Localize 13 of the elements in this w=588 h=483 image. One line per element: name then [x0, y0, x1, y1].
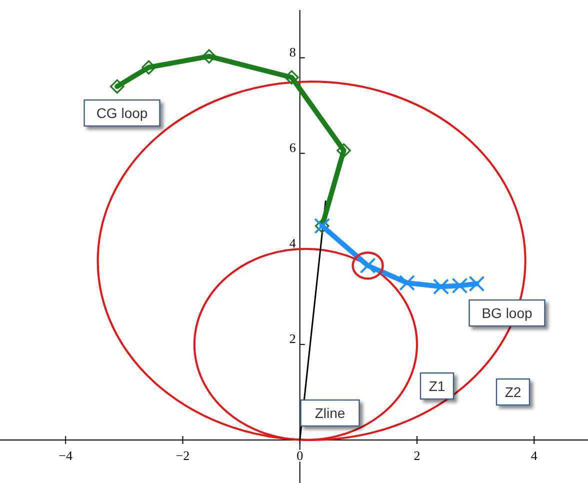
series-label: CG loop	[96, 104, 148, 121]
annotation: Z1	[428, 378, 446, 394]
x-tick-label: 2	[414, 448, 420, 463]
x-tick-label: −4	[58, 448, 74, 463]
series-label: BG loop	[482, 304, 533, 321]
y-tick-label: 2	[289, 330, 296, 346]
y-tick-label: 4	[289, 235, 296, 250]
y-tick-label: 6	[289, 140, 296, 155]
x-tick-label: −2	[176, 448, 190, 463]
series-label: Zline	[314, 404, 346, 421]
annotation: Z2	[504, 384, 522, 400]
x-tick-label: 4	[530, 448, 538, 463]
y-tick-label: 8	[289, 44, 296, 60]
